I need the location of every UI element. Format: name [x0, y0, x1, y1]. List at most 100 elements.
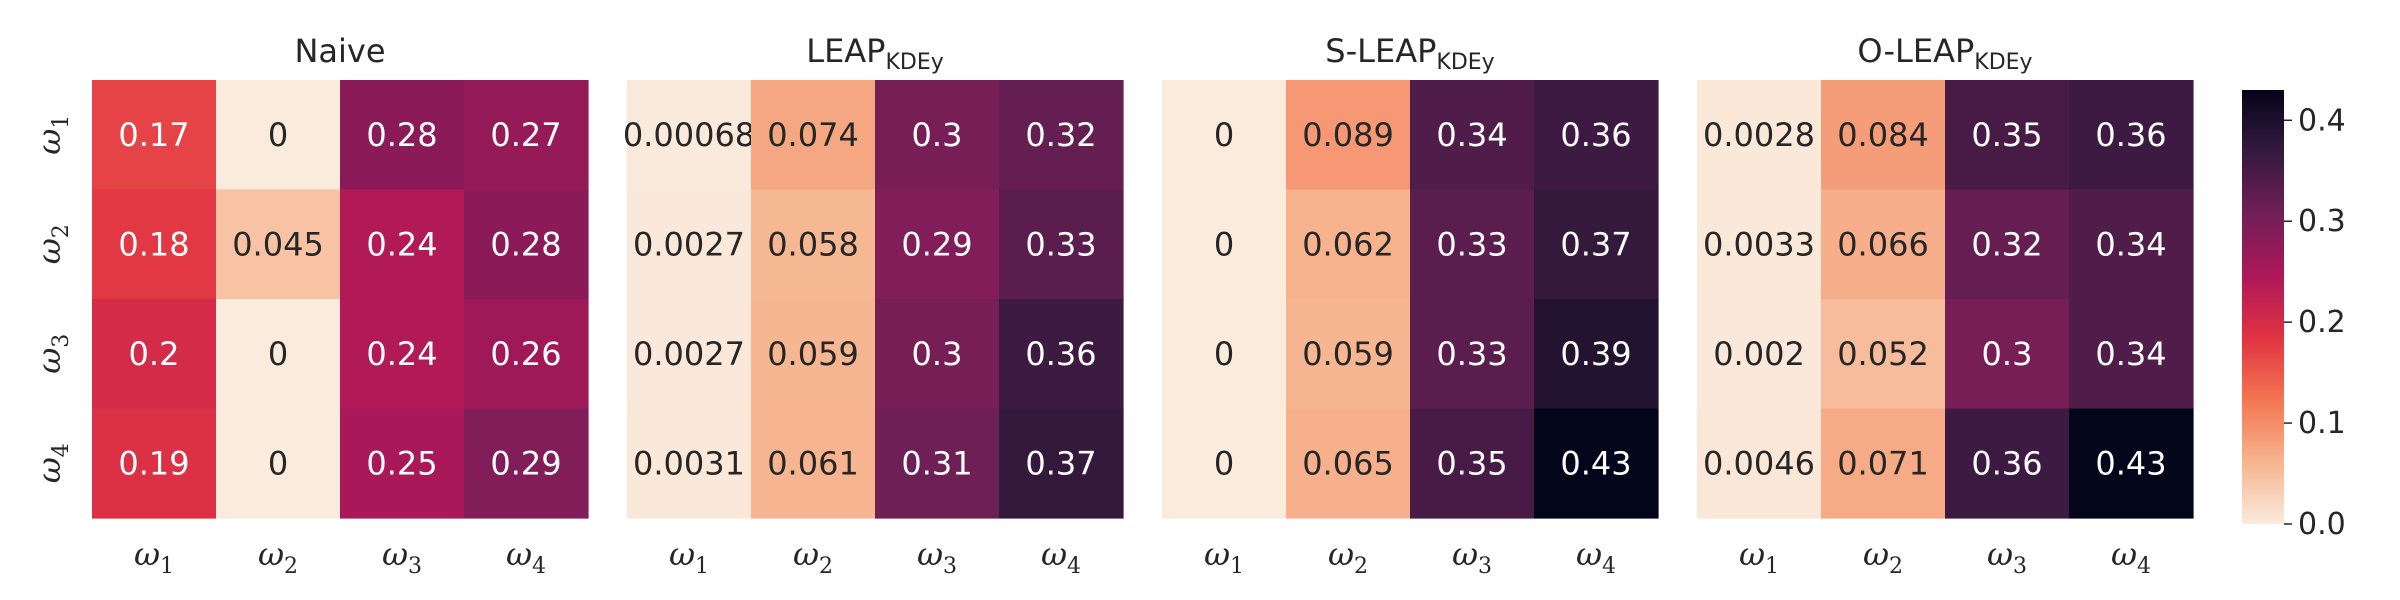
heatmap-cell [1534, 189, 1659, 300]
x-tick-label: ω2 [258, 535, 298, 579]
panel-title: O-LEAPKDEy [1857, 32, 2032, 75]
heatmap-cell [340, 80, 465, 191]
x-tick-label: ω4 [1576, 535, 1616, 579]
heatmap-cell [340, 299, 465, 410]
heatmap-cell [464, 408, 589, 519]
heatmap-cell [1697, 408, 1822, 519]
heatmap-cell [464, 80, 589, 191]
cell-value-label: 0.37 [1025, 444, 1096, 482]
cell-value-label: 0.36 [1560, 116, 1631, 154]
cell-value-label: 0.059 [1302, 335, 1394, 373]
heatmap-cell [92, 299, 217, 410]
heatmap-cell [464, 299, 589, 410]
cell-value-label: 0.00068 [623, 116, 755, 154]
x-tick-label: ω2 [793, 535, 833, 579]
heatmap-cell [1534, 80, 1659, 191]
heatmap-cell [92, 189, 217, 300]
heatmap-cell [2069, 80, 2194, 191]
cell-value-label: 0.33 [1436, 225, 1507, 263]
heatmap-cell [875, 189, 1000, 300]
heatmap-cell [216, 80, 341, 191]
heatmap-cell [216, 408, 341, 519]
cell-value-label: 0.0046 [1703, 444, 1815, 482]
x-tick-label: ω2 [1328, 535, 1368, 579]
heatmap-cell [627, 408, 752, 519]
x-tick-label: ω1 [1204, 535, 1244, 579]
heatmap-panel-1: Naive 0.17 0 0.28 0.27 0.18 0.045 0.24 0.28 0.2 0 0… [30, 32, 589, 579]
heatmap-cell [999, 80, 1124, 191]
cell-value-label: 0 [268, 116, 288, 154]
heatmap-cell [1410, 299, 1535, 410]
cell-value-label: 0.3 [912, 116, 963, 154]
x-tick-label: ω3 [917, 535, 957, 579]
heatmap-cell [1821, 80, 1946, 191]
cell-value-label: 0.2 [129, 335, 180, 373]
x-tick-label: ω4 [1041, 535, 1081, 579]
cell-value-label: 0.34 [1436, 116, 1507, 154]
heatmap-cell [1410, 80, 1535, 191]
heatmap-cell [627, 299, 752, 410]
heatmap-cell [1286, 299, 1411, 410]
heatmap-cell [1534, 408, 1659, 519]
cell-value-label: 0.002 [1713, 335, 1805, 373]
cell-value-label: 0.045 [232, 225, 324, 263]
cell-value-label: 0.33 [1436, 335, 1507, 373]
cell-value-label: 0.36 [1971, 444, 2042, 482]
heatmap-cell [627, 189, 752, 300]
cell-value-label: 0 [1214, 444, 1234, 482]
cell-value-label: 0.24 [366, 225, 437, 263]
cell-value-label: 0.3 [912, 335, 963, 373]
heatmap-cell [875, 408, 1000, 519]
heatmap-panel-2: LEAPKDEy 0.00068 0.074 0.3 0.32 0.0027 0.058 0.… [623, 32, 1124, 579]
cell-value-label: 0.052 [1837, 335, 1929, 373]
cell-value-label: 0.065 [1302, 444, 1394, 482]
heatmap-cell [999, 189, 1124, 300]
cell-value-label: 0.34 [2095, 335, 2166, 373]
heatmap-cell [1945, 189, 2070, 300]
heatmap-cell [1286, 189, 1411, 300]
colorbar-tick-label: 0.3 [2298, 204, 2346, 239]
heatmap-cell [216, 189, 341, 300]
cell-value-label: 0 [268, 444, 288, 482]
heatmap-cell [999, 299, 1124, 410]
heatmap-cell [751, 189, 876, 300]
cell-value-label: 0.19 [118, 444, 189, 482]
y-tick-label: ω1 [30, 115, 74, 155]
x-tick-label: ω2 [1863, 535, 1903, 579]
heatmap-cell [1945, 299, 2070, 410]
heatmap-cell [1410, 189, 1535, 300]
cell-value-label: 0.0031 [633, 444, 745, 482]
x-tick-label: ω3 [1987, 535, 2027, 579]
heatmap-cell [340, 408, 465, 519]
panel-title: Naive [294, 32, 385, 70]
heatmap-cell [2069, 408, 2194, 519]
cell-value-label: 0 [1214, 335, 1234, 373]
x-tick-label: ω3 [1452, 535, 1492, 579]
cell-value-label: 0.0027 [633, 225, 745, 263]
colorbar-tick-label: 0.0 [2298, 507, 2346, 542]
cell-value-label: 0.066 [1837, 225, 1929, 263]
heatmap-cell [1697, 189, 1822, 300]
x-tick-label: ω4 [506, 535, 546, 579]
cell-value-label: 0.39 [1560, 335, 1631, 373]
cell-value-label: 0.34 [2095, 225, 2166, 263]
heatmap-cell [2069, 299, 2194, 410]
cell-value-label: 0.29 [901, 225, 972, 263]
heatmap-cell [1162, 408, 1287, 519]
colorbar-gradient [2242, 90, 2284, 524]
cell-value-label: 0.29 [490, 444, 561, 482]
heatmap-cell [1162, 80, 1287, 191]
y-tick-label: ω3 [30, 334, 74, 374]
heatmap-cell [1286, 408, 1411, 519]
cell-value-label: 0.36 [2095, 116, 2166, 154]
cell-value-label: 0.089 [1302, 116, 1394, 154]
heatmap-cell [216, 299, 341, 410]
cell-value-label: 0.061 [767, 444, 859, 482]
cell-value-label: 0.058 [767, 225, 859, 263]
cell-value-label: 0.26 [490, 335, 561, 373]
x-tick-label: ω1 [1739, 535, 1779, 579]
heatmap-cell [92, 408, 217, 519]
heatmap-cell [1697, 299, 1822, 410]
cell-value-label: 0.36 [1025, 335, 1096, 373]
